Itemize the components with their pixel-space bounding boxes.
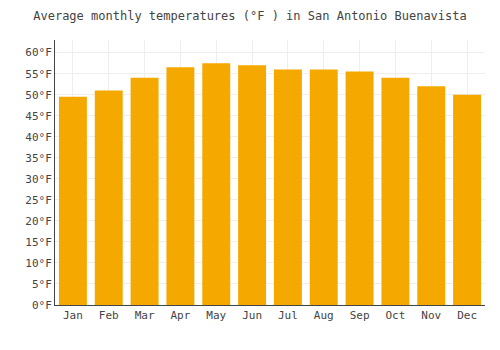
svg-text:40°F: 40°F <box>25 131 52 144</box>
svg-text:Average monthly temperatures (: Average monthly temperatures (°F ) in Sa… <box>33 9 466 23</box>
svg-text:Aug: Aug <box>314 309 334 322</box>
svg-text:10°F: 10°F <box>25 257 52 270</box>
svg-text:30°F: 30°F <box>25 173 52 186</box>
svg-text:50°F: 50°F <box>25 89 52 102</box>
svg-text:0°F: 0°F <box>32 299 52 312</box>
svg-text:Jan: Jan <box>63 309 83 322</box>
svg-text:Apr: Apr <box>170 309 190 322</box>
svg-text:Jul: Jul <box>278 309 298 322</box>
svg-text:Oct: Oct <box>385 309 405 322</box>
svg-text:Sep: Sep <box>350 309 370 322</box>
svg-text:15°F: 15°F <box>25 236 52 249</box>
svg-text:35°F: 35°F <box>25 152 52 165</box>
svg-text:20°F: 20°F <box>25 215 52 228</box>
svg-text:Feb: Feb <box>99 309 119 322</box>
svg-text:Mar: Mar <box>135 309 155 322</box>
svg-text:45°F: 45°F <box>25 110 52 123</box>
svg-text:Nov: Nov <box>421 309 441 322</box>
svg-text:Dec: Dec <box>457 309 477 322</box>
svg-text:25°F: 25°F <box>25 194 52 207</box>
svg-text:Jun: Jun <box>242 309 262 322</box>
svg-text:60°F: 60°F <box>25 46 52 59</box>
svg-text:5°F: 5°F <box>32 278 52 291</box>
svg-text:May: May <box>206 309 226 322</box>
svg-text:55°F: 55°F <box>25 68 52 81</box>
